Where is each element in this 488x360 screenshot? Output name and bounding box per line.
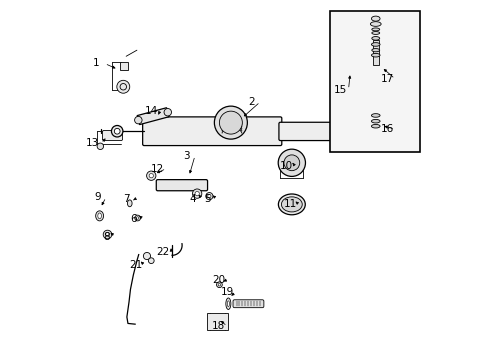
Ellipse shape [371,120,379,123]
Circle shape [149,174,153,178]
Circle shape [114,129,120,134]
Ellipse shape [371,16,379,21]
Text: 8: 8 [103,232,109,242]
Circle shape [284,155,299,171]
Ellipse shape [127,200,132,207]
Ellipse shape [371,114,379,117]
FancyBboxPatch shape [102,131,122,140]
Bar [372,40,378,64]
Bar [329,11,419,152]
Ellipse shape [371,49,379,52]
Text: 13: 13 [85,139,99,148]
Ellipse shape [369,22,380,26]
Ellipse shape [105,233,109,237]
Ellipse shape [207,194,210,198]
Text: 9: 9 [94,192,101,202]
FancyBboxPatch shape [278,122,333,140]
FancyBboxPatch shape [156,180,207,191]
Text: 20: 20 [212,275,225,285]
FancyBboxPatch shape [142,117,281,145]
Circle shape [111,126,122,137]
Ellipse shape [371,53,379,57]
Bar [206,313,227,330]
Ellipse shape [216,282,222,288]
Circle shape [148,258,154,264]
Ellipse shape [205,193,212,200]
Circle shape [146,171,156,180]
Ellipse shape [218,283,220,286]
Ellipse shape [98,213,101,219]
Ellipse shape [225,298,230,310]
Text: 6: 6 [130,214,137,224]
Circle shape [134,116,142,124]
Ellipse shape [195,192,199,196]
Circle shape [278,149,305,176]
Ellipse shape [192,189,202,198]
Ellipse shape [371,42,379,46]
Ellipse shape [371,125,379,128]
Circle shape [97,143,103,149]
Ellipse shape [371,28,379,31]
Text: 17: 17 [380,74,393,84]
Text: 4: 4 [189,194,195,204]
Ellipse shape [227,301,229,307]
Text: 10: 10 [280,161,293,171]
Circle shape [117,80,129,93]
Text: 11: 11 [283,199,296,210]
Circle shape [219,111,242,134]
Ellipse shape [281,197,302,212]
Text: 7: 7 [123,194,130,204]
Text: 5: 5 [204,194,211,204]
Ellipse shape [136,217,139,219]
Ellipse shape [103,230,112,239]
Circle shape [143,252,150,260]
Ellipse shape [96,211,103,221]
Polygon shape [137,108,169,125]
Ellipse shape [278,194,305,215]
Text: 1: 1 [92,58,99,68]
Text: 16: 16 [380,124,393,134]
Ellipse shape [135,215,140,221]
Text: 3: 3 [183,150,189,161]
Text: 14: 14 [144,106,158,116]
FancyBboxPatch shape [233,300,264,308]
Circle shape [214,106,247,139]
Text: 2: 2 [248,97,254,107]
Circle shape [163,108,171,116]
Text: 22: 22 [156,247,169,257]
Text: 21: 21 [129,260,142,270]
Ellipse shape [371,32,379,35]
Text: 15: 15 [333,85,346,95]
Text: 19: 19 [220,287,233,297]
Text: 18: 18 [212,321,225,331]
Text: 12: 12 [151,163,164,174]
Bar [120,62,127,69]
Ellipse shape [371,37,379,40]
